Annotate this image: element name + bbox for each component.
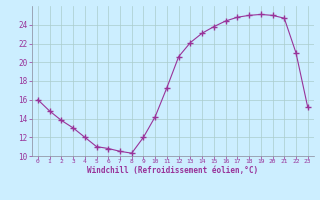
X-axis label: Windchill (Refroidissement éolien,°C): Windchill (Refroidissement éolien,°C) — [87, 166, 258, 175]
